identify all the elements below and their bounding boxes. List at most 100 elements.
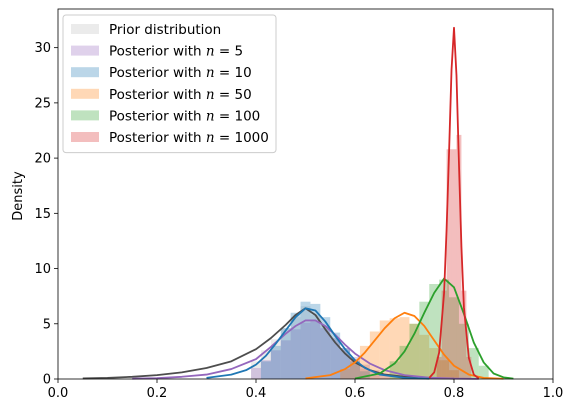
histogram-bar-series-0-11 xyxy=(359,369,370,379)
histogram-bar-series-5-0 xyxy=(436,356,442,379)
histogram-bar-series-2-2 xyxy=(280,328,291,379)
legend: Prior distribution Posterior with n = 5 Po… xyxy=(62,14,277,154)
legend-label-5: Posterior with n = 1000 xyxy=(109,130,269,146)
x-tick-label-5: 1.0 xyxy=(543,386,564,401)
axes-layer: 0.0 0.2 0.4 0.6 0.8 1.0 0 5 10 15 20 25 30 xyxy=(34,8,564,401)
histogram-bar-series-3-9 xyxy=(429,348,440,379)
plot-frame xyxy=(57,8,554,380)
legend-swatch-5 xyxy=(71,132,99,142)
histogram-bar-series-4-2 xyxy=(409,323,420,379)
histogram-bar-series-4-0 xyxy=(389,361,400,379)
density-curve-series-1 xyxy=(132,319,479,380)
legend-label-0: Prior distribution xyxy=(109,22,221,38)
legend-swatch-4 xyxy=(71,110,99,121)
histogram-bar-series-5-2 xyxy=(446,149,452,379)
histogram-bar-series-1-2 xyxy=(270,350,281,379)
histogram-bar-series-2-7 xyxy=(330,332,341,379)
histogram-bar-series-5-4 xyxy=(456,134,462,379)
x-tick-label-2: 0.4 xyxy=(246,386,267,401)
y-tick-label-3: 15 xyxy=(34,207,51,222)
histogram-bar-series-0-1 xyxy=(260,350,271,379)
legend-label-2: Posterior with n = 10 xyxy=(109,65,252,81)
histogram-bar-series-2-4 xyxy=(300,301,311,379)
y-tick-label-2: 10 xyxy=(34,262,51,277)
histogram-bar-series-2-0 xyxy=(260,361,271,379)
histogram-bar-series-4-7 xyxy=(458,323,469,379)
histogram-bar-series-2-3 xyxy=(290,312,301,379)
density-curve-series-2 xyxy=(206,307,430,380)
histogram-bar-series-3-6 xyxy=(399,317,410,379)
histogram-bar-series-0-12 xyxy=(369,374,380,379)
histogram-bar-series-5-5 xyxy=(461,290,467,379)
histogram-bar-series-0-9 xyxy=(340,350,351,379)
histogram-bar-series-0-3 xyxy=(280,328,291,379)
histogram-bar-series-0-7 xyxy=(320,325,331,379)
legend-swatch-1 xyxy=(71,45,99,56)
y-tick-label-4: 20 xyxy=(34,152,51,167)
x-tick-label-3: 0.6 xyxy=(345,386,366,401)
legend-swatch-0 xyxy=(71,24,99,34)
legend-label-3: Posterior with n = 50 xyxy=(109,87,252,103)
legend-label-1: Posterior with n = 5 xyxy=(109,44,243,60)
histogram-bar-series-4-9 xyxy=(478,365,489,379)
x-tick-label-4: 0.8 xyxy=(444,386,465,401)
histogram-bar-series-2-10 xyxy=(359,371,370,379)
y-tick-label-1: 5 xyxy=(43,317,51,332)
histogram-bar-series-1-10 xyxy=(350,356,360,379)
density-curve-series-5 xyxy=(428,26,480,380)
histogram-bar-series-0-5 xyxy=(300,306,311,379)
histogram-bar-series-1-0 xyxy=(251,367,261,379)
histogram-bar-series-3-8 xyxy=(419,334,430,379)
histogram-bar-series-1-6 xyxy=(310,321,321,379)
histogram-bar-series-2-5 xyxy=(310,303,321,379)
histogram-bar-series-1-11 xyxy=(359,364,370,379)
y-tick-label-6: 30 xyxy=(34,41,51,56)
density-curves-layer xyxy=(82,26,514,380)
histogram-bar-series-3-5 xyxy=(389,318,400,379)
histogram-bar-series-4-5 xyxy=(439,279,450,379)
histogram-bar-series-3-7 xyxy=(409,323,420,379)
histogram-bar-series-2-1 xyxy=(270,345,281,379)
histogram-bar-series-4-3 xyxy=(419,301,430,379)
x-tick-label-0: 0.0 xyxy=(48,386,69,401)
histogram-bar-series-0-8 xyxy=(330,339,341,379)
histogram-bar-series-4-6 xyxy=(449,297,459,379)
histogram-bar-series-4-4 xyxy=(429,284,440,379)
histogram-bar-series-1-4 xyxy=(290,329,301,379)
y-tick-label-5: 25 xyxy=(34,96,51,111)
histogram-bar-series-3-11 xyxy=(449,370,459,379)
histogram-bar-series-0-2 xyxy=(270,339,281,379)
histogram-bar-series-1-9 xyxy=(340,348,351,379)
histogram-bar-series-0-0 xyxy=(251,361,261,379)
x-tick-label-1: 0.2 xyxy=(147,386,168,401)
legend-box xyxy=(62,14,277,154)
histogram-bar-series-2-9 xyxy=(350,361,360,379)
histogram-bar-series-3-4 xyxy=(379,320,390,379)
histogram-bar-series-2-6 xyxy=(320,317,331,379)
histogram-bar-series-4-1 xyxy=(399,345,410,379)
histogram-bar-series-3-2 xyxy=(359,345,370,379)
density-curve-series-3 xyxy=(305,311,504,380)
histogram-bar-series-0-6 xyxy=(310,314,321,379)
legend-label-4: Posterior with n = 100 xyxy=(109,108,260,124)
histogram-bar-series-3-10 xyxy=(439,360,450,379)
histogram-bar-series-0-10 xyxy=(350,361,360,379)
histogram-bar-series-1-8 xyxy=(330,338,341,379)
histogram-bar-series-1-5 xyxy=(300,322,311,379)
histogram-bar-series-1-13 xyxy=(379,374,390,379)
histogram-bar-series-5-6 xyxy=(466,356,472,379)
histogram-bar-series-3-0 xyxy=(340,369,351,379)
histogram-bar-series-3-1 xyxy=(350,359,360,379)
histogram-bar-series-3-3 xyxy=(369,331,380,379)
legend-swatch-3 xyxy=(71,88,99,99)
histogram-bar-series-2-8 xyxy=(340,348,351,379)
y-tick-label-0: 0 xyxy=(43,373,51,388)
y-axis-label: Density xyxy=(11,171,26,221)
histogram-bar-series-5-1 xyxy=(441,290,447,379)
histogram-bar-series-5-3 xyxy=(451,149,457,379)
histogram-bar-series-0-4 xyxy=(290,317,301,379)
histogram-bar-series-1-1 xyxy=(260,360,271,379)
legend-swatch-2 xyxy=(71,67,99,78)
histogram-bar-series-4-8 xyxy=(468,348,479,379)
